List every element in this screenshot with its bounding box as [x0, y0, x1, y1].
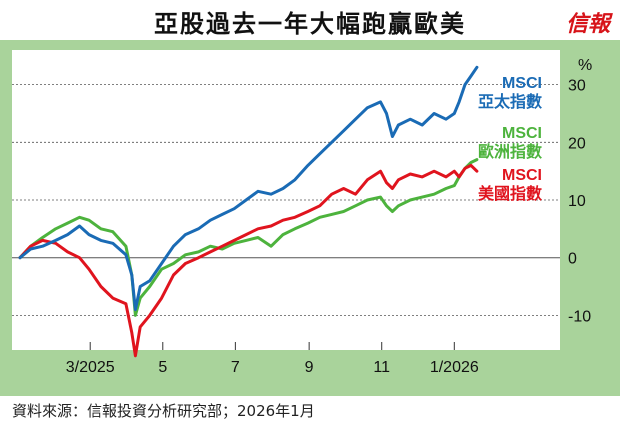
x-tick-label: 3/2025	[66, 359, 115, 376]
header: 亞股過去一年大幅跑贏歐美 信報	[0, 0, 620, 40]
x-tick-label: 1/2026	[430, 359, 479, 376]
y-axis-unit: %	[578, 57, 592, 74]
y-axis: 30 20 10 0 -10	[568, 78, 591, 326]
y-tick-label: 10	[568, 193, 586, 210]
series-label-0: MSCI	[502, 75, 542, 92]
footer	[0, 396, 620, 428]
y-tick-label: 0	[568, 251, 577, 268]
gridlines	[12, 84, 560, 316]
series-line-2	[18, 163, 479, 358]
series-label-0: 亞太指數	[478, 92, 542, 111]
series-label-2: MSCI	[502, 167, 542, 184]
publisher-logo: 信報	[565, 11, 610, 37]
x-tick-label: 5	[158, 359, 167, 376]
series-lines	[18, 65, 479, 358]
x-tick-label: 11	[373, 359, 390, 376]
y-tick-label: -10	[568, 308, 591, 325]
series-line-1	[18, 158, 479, 317]
x-tick-label: 9	[305, 359, 314, 376]
series-label-2: 美國指數	[478, 184, 542, 203]
y-tick-label: 20	[568, 135, 586, 152]
x-axis: 3/2025 5 7 9 11 1/2026	[66, 342, 479, 376]
chart-area: 30 20 10 0 -10 3/2025 5 7 9 11 1/2026 MSCI 亞太指數 MSC…	[12, 50, 616, 382]
series-line-0	[18, 65, 479, 312]
x-tick-label: 7	[231, 359, 240, 376]
series-label-1: MSCI	[502, 125, 542, 142]
y-tick-label: 30	[568, 78, 586, 95]
chart-title: 亞股過去一年大幅跑贏歐美	[154, 10, 466, 38]
series-label-1: 歐洲指數	[478, 142, 542, 161]
source-note: 資料來源：信報投資分析研究部；2026年1月	[12, 402, 315, 420]
